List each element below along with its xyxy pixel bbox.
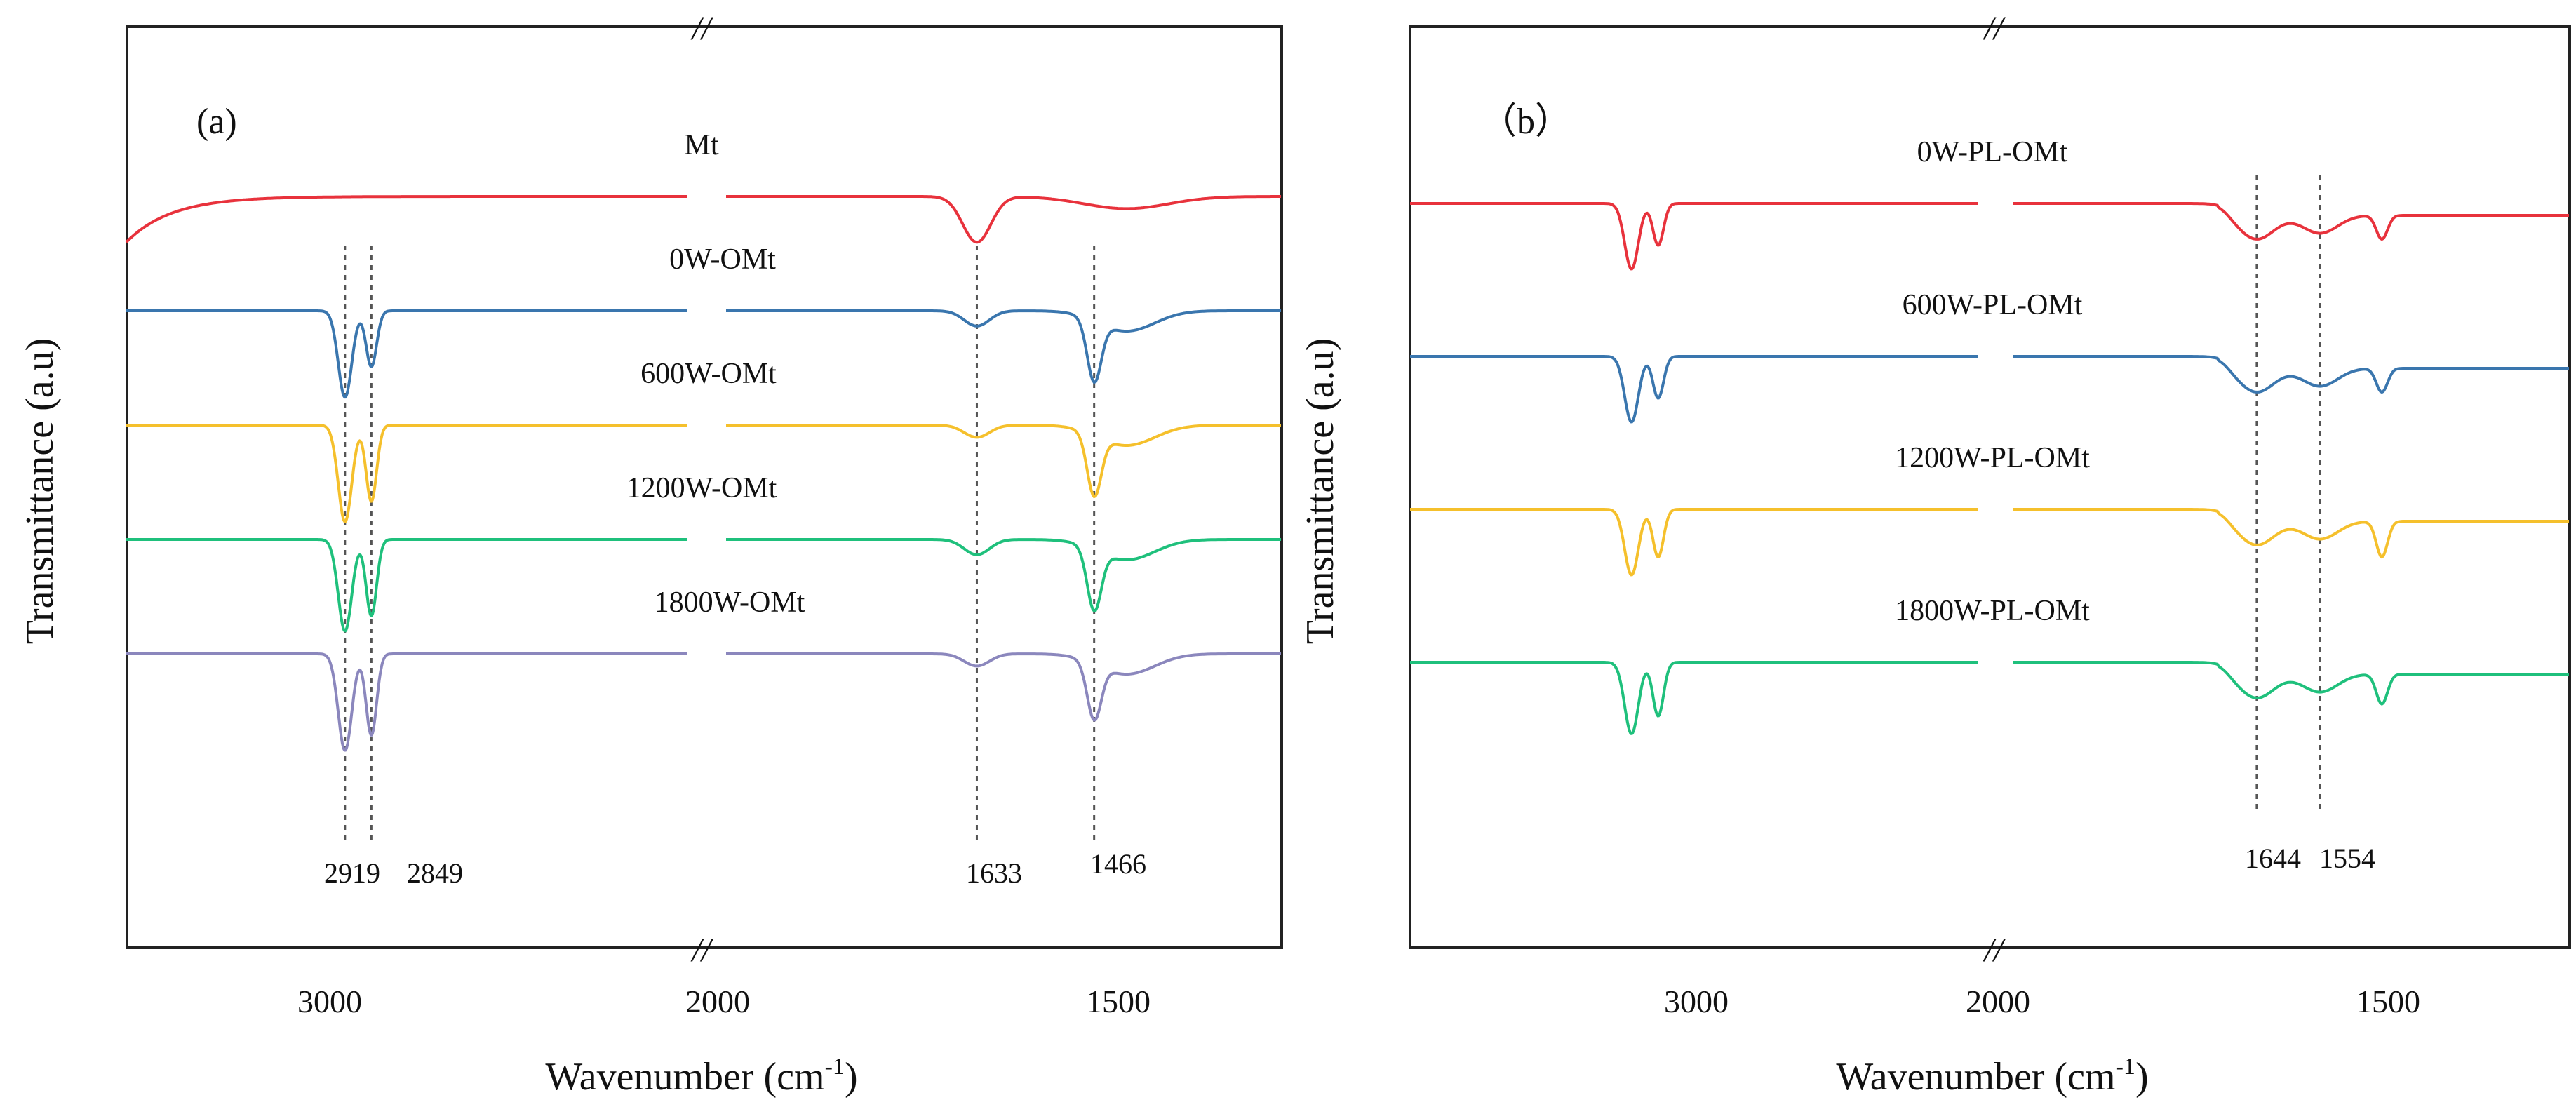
- panel-a-x-ticks: 3000 2000 1500: [297, 984, 1151, 1019]
- series-line-1200W-PL-OMt: [2013, 508, 2569, 559]
- series-line-600W-PL-OMt: [2013, 355, 2569, 394]
- series-line-Mt: [726, 195, 1281, 244]
- panel-b-peak-labels: 1644 1554: [2245, 843, 2375, 874]
- series-label: Mt: [684, 129, 718, 161]
- x-tick-label: 3000: [1664, 984, 1729, 1019]
- series-label: 1200W-PL-OMt: [1895, 442, 2090, 474]
- panel-b-reference-lines: [2255, 175, 2321, 814]
- peak-label: 2919: [324, 857, 380, 889]
- panel-b-frame: [1409, 25, 2571, 949]
- peak-label: 2849: [407, 857, 463, 889]
- x-tick-label: 1500: [2356, 984, 2420, 1019]
- series-line-1800W-PL-OMt: [1410, 661, 1978, 735]
- peak-label: 1466: [1090, 848, 1146, 880]
- series-label: 600W-PL-OMt: [1903, 289, 2083, 321]
- series-label: 0W-OMt: [669, 243, 776, 276]
- series-line-1800W-OMt: [126, 652, 687, 752]
- series-line-1200W-OMt: [126, 538, 687, 633]
- series-line-Mt: [125, 195, 687, 243]
- series-line-600W-OMt: [726, 424, 1281, 499]
- panel-a-reference-lines: [344, 246, 1096, 842]
- x-tick-label: 1500: [1086, 984, 1151, 1019]
- series-line-0W-OMt: [126, 309, 687, 399]
- panel-a-break-bottom: //: [690, 932, 713, 969]
- panel-b-label: （b）: [1480, 102, 1571, 142]
- peak-label: 1554: [2319, 843, 2375, 874]
- series-label: 1200W-OMt: [626, 472, 777, 504]
- peak-label: 1633: [966, 857, 1022, 889]
- series-label: 0W-PL-OMt: [1917, 136, 2068, 168]
- series-line-1800W-OMt: [726, 652, 1281, 723]
- panel-a-break-top: //: [690, 10, 713, 47]
- panel-b-x-axis-label: Wavenumber (cm-1): [1836, 1054, 2148, 1099]
- peak-label: 1644: [2245, 843, 2301, 874]
- panel-a-x-axis-label: Wavenumber (cm-1): [545, 1054, 857, 1099]
- panel-a-frame: [126, 25, 1283, 949]
- panel-a-y-axis-label: Transmittance (a.u): [18, 338, 62, 645]
- series-line-1800W-PL-OMt: [2013, 661, 2569, 706]
- x-tick-label: 3000: [297, 984, 362, 1019]
- series-line-1200W-PL-OMt: [1410, 508, 1978, 577]
- panel-b-x-ticks: 3000 2000 1500: [1664, 984, 2420, 1019]
- panel-a-peak-labels: 2919 2849 1633 1466: [324, 848, 1146, 889]
- series-line-1200W-OMt: [726, 538, 1281, 613]
- series-line-600W-OMt: [126, 424, 687, 523]
- panel-a-series: Mt 0W-OMt 600W-OMt 1200W-OMt 1800W-OMt: [125, 129, 1281, 752]
- panel-a-label: (a): [196, 102, 237, 142]
- series-label: 600W-OMt: [640, 358, 777, 390]
- series-label: 1800W-PL-OMt: [1895, 595, 2090, 627]
- panel-a: (a) // // 3000 2000 1500 Wavenumber (cm-…: [18, 10, 1283, 1099]
- panel-b: （b） // // 3000 2000 1500 Wavenumber (cm-…: [1299, 10, 2571, 1099]
- series-line-0W-OMt: [726, 309, 1281, 384]
- panel-b-series: 0W-PL-OMt 600W-PL-OMt 1200W-PL-OMt 1800W-PL…: [1410, 136, 2569, 735]
- panel-b-break-bottom: //: [1983, 932, 2006, 969]
- series-line-0W-PL-OMt: [2013, 202, 2569, 241]
- x-tick-label: 2000: [685, 984, 750, 1019]
- panel-b-y-axis-label: Transmittance (a.u): [1299, 338, 1342, 645]
- x-tick-label: 2000: [1966, 984, 2030, 1019]
- panel-b-break-top: //: [1983, 10, 2006, 47]
- series-label: 1800W-OMt: [655, 586, 805, 619]
- series-line-0W-PL-OMt: [1410, 202, 1978, 271]
- series-line-600W-PL-OMt: [1410, 355, 1978, 424]
